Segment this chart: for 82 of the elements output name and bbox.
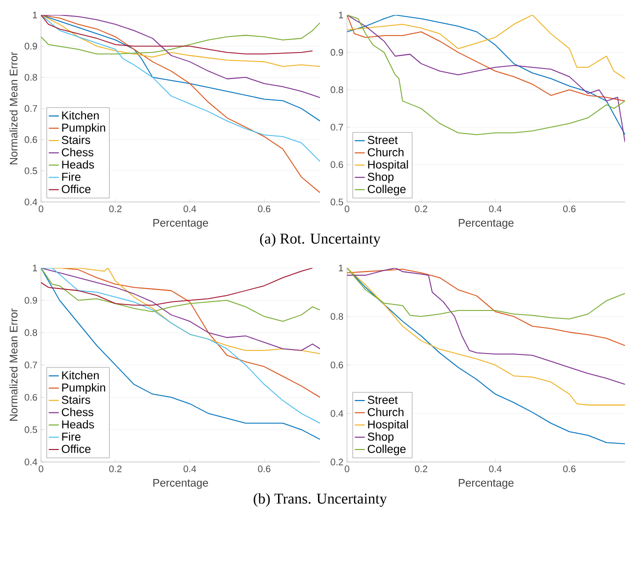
y-tick-label: 0.5 (24, 426, 38, 434)
x-tick-label: 0 (344, 466, 350, 472)
legend-label: Stairs (62, 136, 90, 144)
y-axis-title: Normalized Mean Error (9, 52, 18, 164)
line-series (41, 268, 320, 322)
x-tick-label: 0.6 (258, 466, 270, 472)
line-series (41, 14, 320, 162)
text: (b) Trans. Uncertainty (254, 493, 387, 507)
x-tick-label: 0.4 (489, 466, 502, 472)
x-tick-label: 0.2 (109, 206, 122, 212)
y-tick-label: 0.9 (24, 296, 38, 304)
x-axis-title: Percentage (458, 479, 514, 489)
x-tick-label: 0.4 (489, 206, 502, 212)
y-tick-label: 1 (338, 264, 344, 272)
x-tick-label: 0.2 (414, 466, 428, 472)
x-tick-label: 0 (38, 206, 44, 212)
legend-label: Fire (62, 432, 80, 441)
x-tick-label: 0.2 (414, 206, 428, 212)
y-tick-label: 0.8 (330, 86, 344, 94)
legend-label: Fire (62, 172, 80, 181)
y-tick-label: 0.5 (330, 198, 344, 206)
x-tick-label: 0 (38, 466, 44, 472)
legend-label: Hospital (368, 160, 408, 171)
y-tick-label: 0.8 (24, 329, 38, 336)
line-series (41, 22, 320, 54)
x-axis-title: Percentage (153, 219, 208, 229)
y-tick-label: 0.4 (330, 410, 344, 417)
y-tick-label: 0.6 (330, 362, 344, 368)
legend-label: Church (368, 148, 404, 156)
x-tick-label: 0.2 (109, 466, 122, 472)
y-tick-label: 0.9 (24, 42, 38, 50)
line-series (347, 14, 626, 102)
y-tick-label: 1 (32, 12, 38, 18)
line-series (347, 268, 626, 346)
y-tick-label: 0.4 (24, 198, 38, 206)
y-tick-label: 0.9 (330, 49, 344, 56)
y-tick-label: 0.2 (330, 458, 344, 466)
legend-label: Chess (62, 408, 94, 416)
y-tick-label: 1 (338, 12, 344, 18)
y-tick-label: 1 (32, 264, 38, 272)
text: (a) Rot. Uncertainty (260, 233, 381, 247)
legend-label: Kitchen (62, 370, 99, 380)
legend-label: Shop (368, 432, 394, 444)
x-axis-title: Percentage (153, 479, 208, 489)
x-tick-label: 0 (344, 206, 350, 212)
x-tick-label: 0.4 (184, 206, 196, 212)
legend-label: College (368, 444, 406, 456)
line-series (41, 14, 320, 98)
legend-label: Office (62, 184, 90, 194)
y-tick-label: 0.7 (330, 124, 344, 131)
line-series (41, 14, 320, 194)
y-tick-label: 0.5 (24, 167, 38, 174)
legend-label: Pumpkin (62, 383, 106, 394)
line-series (41, 14, 320, 67)
legend-label: Heads (62, 160, 94, 169)
line-series (41, 268, 314, 306)
legend-label: Pumpkin (62, 123, 106, 134)
legend-label: College (368, 184, 406, 196)
legend-label: Street (368, 396, 398, 404)
x-axis-title: Percentage (458, 219, 514, 229)
x-tick-label: 0.6 (563, 206, 576, 212)
x-tick-label: 0.4 (184, 466, 196, 472)
y-tick-label: 0.6 (24, 394, 38, 401)
legend-label: Street (368, 136, 398, 144)
y-tick-label: 0.7 (24, 362, 38, 368)
legend-label: Church (368, 408, 404, 416)
legend-label: Heads (62, 420, 94, 428)
legend-label: Kitchen (62, 111, 99, 120)
y-tick-label: 0.6 (24, 136, 38, 144)
legend-label: Shop (368, 172, 394, 184)
y-tick-label: 0.8 (330, 313, 344, 320)
y-tick-label: 0.7 (24, 105, 38, 112)
legend-label: Stairs (62, 395, 90, 404)
y-tick-label: 0.6 (330, 161, 344, 168)
y-tick-label: 0.4 (24, 458, 38, 466)
y-axis-title: Normalized Mean Error (9, 308, 18, 421)
x-tick-label: 0.6 (258, 206, 270, 212)
x-tick-label: 0.6 (563, 466, 576, 472)
y-tick-label: 0.8 (24, 74, 38, 81)
legend-label: Office (62, 444, 90, 454)
legend-label: Hospital (368, 420, 408, 431)
legend-label: Chess (62, 148, 94, 156)
